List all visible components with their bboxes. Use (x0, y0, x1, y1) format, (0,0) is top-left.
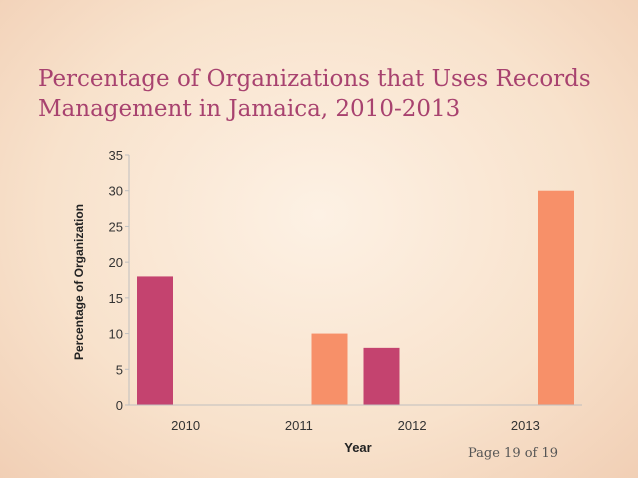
bars (137, 190, 574, 405)
y-tick-label: 15 (109, 291, 123, 306)
bar-2012 (363, 347, 400, 405)
y-tick-label: 25 (109, 219, 123, 234)
y-tick-label: 35 (109, 148, 123, 163)
bar-2010 (137, 276, 173, 405)
slide-title: Percentage of Organizations that Uses Re… (38, 66, 591, 122)
y-tick-label: 10 (109, 327, 123, 342)
y-tick-label: 5 (116, 362, 123, 377)
y-axis-label: Percentage of Organization (72, 204, 86, 360)
x-tick-label: 2010 (171, 418, 200, 433)
x-axis-ticks: 2010 2011 2012 2013 (171, 418, 540, 433)
y-axis-ticks: 0 5 10 15 20 25 30 35 (109, 148, 129, 413)
page-number: Page 19 of 19 (468, 446, 559, 461)
bar-2011 (311, 333, 348, 405)
x-tick-label: 2013 (511, 418, 540, 433)
y-tick-label: 20 (109, 255, 123, 270)
x-tick-label: 2012 (398, 418, 427, 433)
x-tick-label: 2011 (285, 418, 313, 433)
bar-2013 (538, 190, 574, 405)
y-tick-label: 0 (116, 398, 123, 413)
y-tick-label: 30 (109, 184, 123, 199)
x-axis-label: Year (344, 440, 371, 455)
